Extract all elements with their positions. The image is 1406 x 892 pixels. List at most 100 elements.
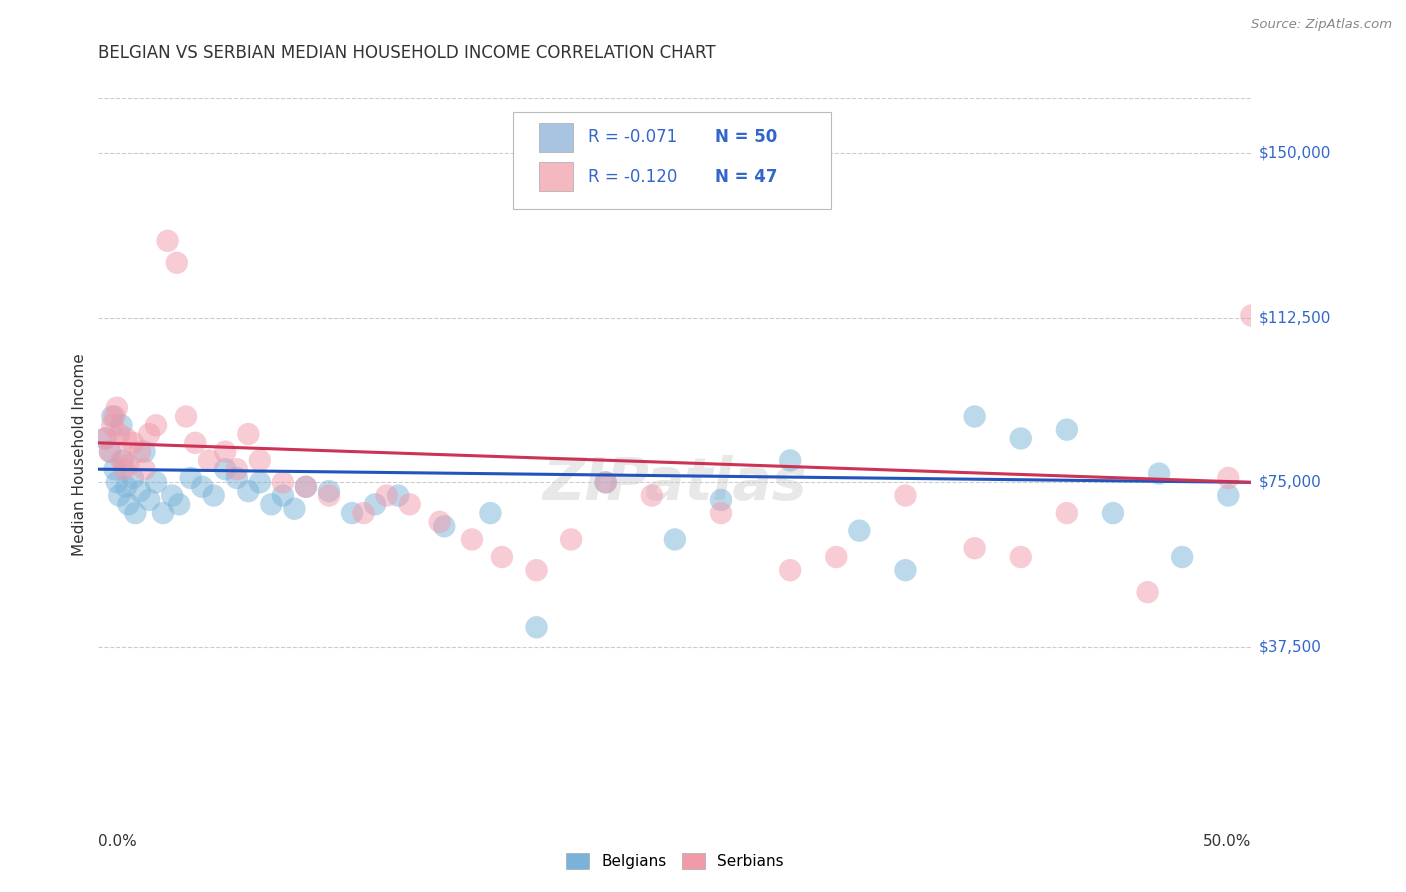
Point (271, 489, 294, 503)
Text: N = 47: N = 47 (716, 168, 778, 186)
Point (1147, 467, 1170, 481)
Point (152, 506, 174, 520)
Point (108, 489, 131, 503)
Point (112, 453, 135, 467)
Y-axis label: Median Household Income: Median Household Income (72, 353, 87, 557)
Point (214, 462, 236, 476)
Point (560, 533, 582, 547)
Point (110, 453, 132, 467)
Point (779, 563, 801, 577)
Point (214, 444, 236, 458)
Point (174, 409, 197, 424)
Text: N = 50: N = 50 (716, 128, 778, 146)
Point (108, 427, 131, 442)
Point (160, 489, 183, 503)
Text: $112,500: $112,500 (1258, 310, 1330, 326)
Point (249, 453, 271, 467)
Point (1218, 471, 1240, 485)
Text: R = -0.120: R = -0.120 (588, 168, 678, 186)
Text: $75,000: $75,000 (1258, 475, 1322, 490)
Point (710, 506, 733, 520)
Point (134, 462, 156, 476)
Point (1218, 489, 1240, 503)
Text: $37,500: $37,500 (1258, 640, 1322, 655)
Text: Source: ZipAtlas.com: Source: ZipAtlas.com (1251, 18, 1392, 31)
Point (94, 432, 117, 446)
Point (124, 506, 146, 520)
Point (238, 484, 260, 499)
Point (1010, 432, 1032, 446)
Point (98, 444, 121, 458)
Point (387, 489, 409, 503)
Point (166, 256, 188, 270)
Point (295, 480, 318, 494)
Point (429, 515, 451, 529)
Point (105, 475, 128, 490)
Point (664, 533, 686, 547)
Point (1056, 506, 1078, 520)
Point (526, 620, 548, 634)
Point (353, 506, 375, 520)
FancyBboxPatch shape (538, 162, 574, 191)
Point (238, 427, 260, 442)
Point (101, 409, 124, 424)
Point (115, 432, 138, 446)
Point (105, 401, 128, 415)
Point (117, 497, 139, 511)
Point (122, 435, 145, 450)
Point (364, 497, 387, 511)
Point (963, 541, 986, 556)
FancyBboxPatch shape (513, 112, 831, 209)
Text: BELGIAN VS SERBIAN MEDIAN HOUSEHOLD INCOME CORRELATION CHART: BELGIAN VS SERBIAN MEDIAN HOUSEHOLD INCO… (98, 45, 716, 62)
Point (340, 506, 363, 520)
Point (375, 489, 398, 503)
Point (115, 480, 138, 494)
Point (848, 524, 870, 538)
Point (112, 462, 135, 476)
Point (1056, 423, 1078, 437)
Text: ZIPatlas: ZIPatlas (543, 455, 807, 512)
Point (129, 444, 152, 458)
Point (271, 475, 294, 490)
Point (710, 492, 733, 507)
Point (526, 563, 548, 577)
Point (122, 471, 145, 485)
Point (191, 480, 214, 494)
Point (225, 462, 247, 476)
Point (1010, 549, 1032, 564)
Point (101, 418, 124, 433)
Point (145, 418, 167, 433)
Text: R = -0.071: R = -0.071 (588, 128, 678, 146)
Point (491, 549, 513, 564)
Point (1171, 549, 1194, 564)
Point (103, 462, 125, 476)
Point (202, 489, 225, 503)
Point (138, 427, 160, 442)
Legend: Belgians, Serbians: Belgians, Serbians (560, 847, 790, 875)
Point (398, 497, 420, 511)
Point (433, 519, 456, 533)
Point (1102, 506, 1125, 520)
Text: $150,000: $150,000 (1258, 145, 1330, 161)
Point (479, 506, 502, 520)
Text: 0.0%: 0.0% (98, 834, 138, 849)
Text: 50.0%: 50.0% (1204, 834, 1251, 849)
Point (963, 409, 986, 424)
Point (134, 444, 156, 458)
Point (894, 489, 917, 503)
Point (295, 480, 318, 494)
Point (318, 484, 340, 499)
Point (110, 418, 132, 433)
Point (894, 563, 917, 577)
Point (117, 458, 139, 472)
Point (1240, 309, 1263, 323)
FancyBboxPatch shape (538, 123, 574, 152)
Point (145, 475, 167, 490)
Point (595, 475, 617, 490)
Point (283, 501, 305, 516)
Point (641, 489, 664, 503)
Point (184, 435, 207, 450)
Point (249, 475, 271, 490)
Point (461, 533, 484, 547)
Point (825, 549, 848, 564)
